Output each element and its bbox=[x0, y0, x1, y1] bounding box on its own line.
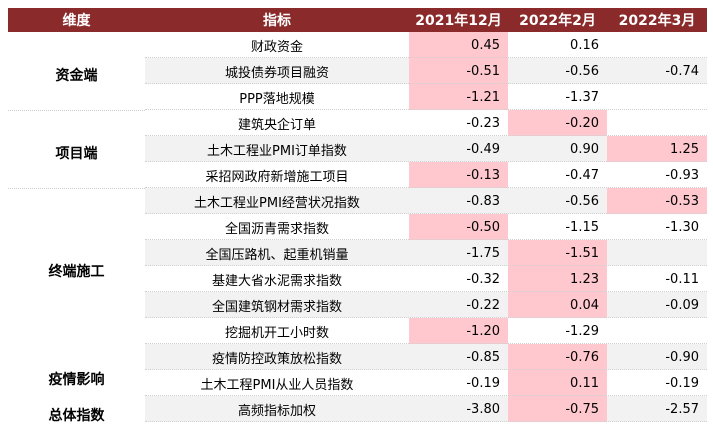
table-header: 维度 指标 2021年12月 2022年2月 2022年3月 bbox=[8, 8, 707, 32]
value-cell: -0.51 bbox=[409, 58, 508, 84]
value-cell: -1.37 bbox=[565, 89, 599, 105]
value-cell bbox=[607, 110, 707, 136]
value-cell: -1.21 bbox=[409, 84, 508, 110]
value-cell: -1.20 bbox=[409, 318, 508, 344]
value-cell: -0.93 bbox=[665, 167, 699, 183]
header-col-2022-03: 2022年3月 bbox=[618, 13, 696, 29]
value-cell: -0.85 bbox=[466, 349, 500, 365]
table-row: 土木工程PMI从业人员指数 -0.19 0.11 -0.19 bbox=[8, 370, 707, 396]
value-cell: -0.13 bbox=[409, 162, 508, 188]
table-row: 土木工程业PMI经营状况指数 -0.83 -0.56 -0.53 bbox=[8, 188, 707, 214]
value-cell: -1.29 bbox=[565, 323, 599, 339]
value-cell: 1.23 bbox=[508, 266, 607, 292]
value-cell: -0.20 bbox=[508, 110, 607, 136]
value-cell: -0.19 bbox=[466, 375, 500, 391]
table-row: PPP落地规模 -1.21 -1.37 bbox=[8, 84, 707, 110]
value-cell: 0.04 bbox=[508, 292, 607, 318]
value-cell: -0.53 bbox=[607, 188, 707, 214]
group-label-epidemic: 疫情影响 bbox=[48, 372, 105, 388]
table-row: 全国建筑钢材需求指数 -0.22 0.04 -0.09 bbox=[8, 292, 707, 318]
indicator-cell: 土木工程业PMI经营状况指数 bbox=[194, 195, 360, 211]
table-row: 城投债券项目融资 -0.51 -0.56 -0.74 bbox=[8, 58, 707, 84]
value-cell: -0.22 bbox=[466, 297, 500, 313]
indicator-cell: 全国建筑钢材需求指数 bbox=[211, 299, 342, 315]
group-label-funding: 资金端 bbox=[55, 68, 98, 84]
group-label-projects: 项目端 bbox=[55, 146, 98, 162]
value-cell: -0.32 bbox=[466, 271, 500, 287]
indicator-cell: 全国压路机、起重机销量 bbox=[205, 247, 349, 263]
indicator-cell: 土木工程PMI从业人员指数 bbox=[200, 377, 354, 393]
indicator-cell: 挖掘机开工小时数 bbox=[224, 325, 329, 341]
value-cell: -0.56 bbox=[565, 63, 599, 79]
value-cell: 0.90 bbox=[570, 141, 599, 157]
table-row: 财政资金 0.45 0.16 bbox=[8, 32, 707, 58]
indicator-cell: 高频指标加权 bbox=[237, 403, 316, 419]
value-cell: -2.57 bbox=[665, 401, 699, 417]
value-cell: -1.51 bbox=[508, 240, 607, 266]
value-cell: -1.30 bbox=[665, 219, 699, 235]
value-cell: -0.09 bbox=[665, 297, 699, 313]
value-cell: -0.90 bbox=[665, 349, 699, 365]
table-body: 财政资金 0.45 0.16 城投债券项目融资 -0.51 -0.56 -0.74 PPP… bbox=[8, 32, 707, 422]
value-cell: -1.15 bbox=[565, 219, 599, 235]
value-cell: 0.16 bbox=[570, 37, 599, 53]
header-indicator: 指标 bbox=[263, 13, 291, 29]
value-cell: 0.45 bbox=[409, 32, 508, 58]
group-label-overall: 总体指数 bbox=[48, 408, 105, 424]
header-col-2021-12: 2021年12月 bbox=[415, 13, 502, 29]
header-col-2022-02: 2022年2月 bbox=[519, 13, 596, 29]
table-row: 土木工程业PMI订单指数 -0.49 0.90 1.25 bbox=[8, 136, 707, 162]
value-cell: 0.11 bbox=[508, 370, 607, 396]
value-cell: -0.75 bbox=[508, 396, 607, 422]
group-label-construction: 终端施工 bbox=[48, 264, 105, 280]
table-row: 高频指标加权 -3.80 -0.75 -2.57 bbox=[8, 396, 707, 422]
value-cell: -0.23 bbox=[466, 115, 500, 131]
indicator-cell: PPP落地规模 bbox=[239, 91, 315, 107]
value-cell: -0.56 bbox=[565, 193, 599, 209]
indicator-cell: 基建大省水泥需求指数 bbox=[211, 273, 342, 289]
indicator-cell: 财政资金 bbox=[250, 39, 303, 55]
value-cell bbox=[607, 32, 707, 58]
value-cell bbox=[607, 240, 707, 266]
table-row: 基建大省水泥需求指数 -0.32 1.23 -0.11 bbox=[8, 266, 707, 292]
table-row: 疫情防控政策放松指数 -0.85 -0.76 -0.90 bbox=[8, 344, 707, 370]
indicator-cell: 土木工程业PMI订单指数 bbox=[207, 143, 347, 159]
value-cell: -0.11 bbox=[665, 271, 699, 287]
value-cell: -0.49 bbox=[466, 141, 500, 157]
indicator-cell: 城投债券项目融资 bbox=[224, 65, 329, 81]
value-cell: -0.74 bbox=[665, 63, 699, 79]
value-cell: -1.75 bbox=[466, 245, 500, 261]
value-cell: -0.47 bbox=[565, 167, 599, 183]
value-cell: -3.80 bbox=[466, 401, 500, 417]
header-dimension: 维度 bbox=[62, 13, 91, 29]
value-cell: -0.19 bbox=[665, 375, 699, 391]
value-cell: -0.50 bbox=[409, 214, 508, 240]
table-row: 建筑央企订单 -0.23 -0.20 bbox=[8, 110, 707, 136]
group-divider bbox=[8, 188, 145, 189]
indicator-cell: 疫情防控政策放松指数 bbox=[211, 351, 342, 367]
group-divider bbox=[8, 110, 145, 111]
table-row: 采招网政府新增施工项目 -0.13 -0.47 -0.93 bbox=[8, 162, 707, 188]
value-cell bbox=[607, 318, 707, 344]
value-cell: 1.25 bbox=[607, 136, 707, 162]
indicator-cell: 采招网政府新增施工项目 bbox=[205, 169, 349, 185]
value-cell bbox=[607, 84, 707, 110]
table-row: 全国压路机、起重机销量 -1.75 -1.51 bbox=[8, 240, 707, 266]
table-row: 挖掘机开工小时数 -1.20 -1.29 bbox=[8, 318, 707, 344]
indicator-cell: 全国沥青需求指数 bbox=[224, 221, 329, 237]
value-cell: -0.83 bbox=[466, 193, 500, 209]
value-cell: -0.76 bbox=[508, 344, 607, 370]
table-row: 全国沥青需求指数 -0.50 -1.15 -1.30 bbox=[8, 214, 707, 240]
indicator-cell: 建筑央企订单 bbox=[237, 117, 316, 133]
